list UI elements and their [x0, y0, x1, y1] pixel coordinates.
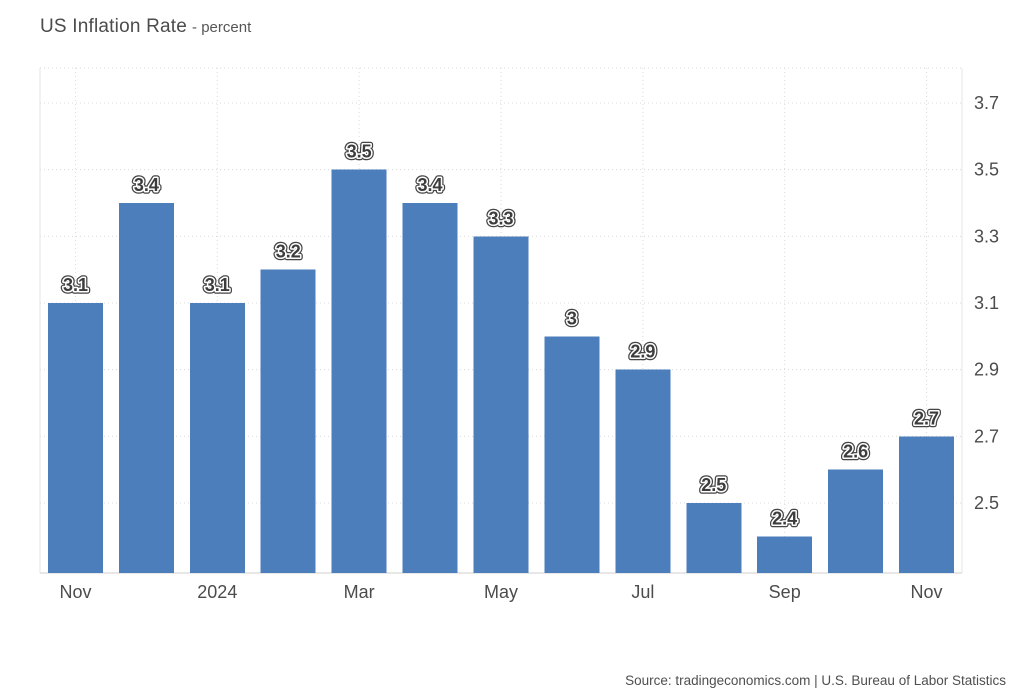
- bar-value-label: 3.4: [418, 175, 443, 195]
- bar-value-label: 2.7: [914, 408, 939, 428]
- bar-value-label: 3.1: [63, 275, 88, 295]
- y-tick-label: 2.5: [974, 493, 999, 513]
- chart-title-main: US Inflation Rate: [40, 16, 188, 37]
- y-tick-label: 3.7: [974, 93, 999, 113]
- x-tick-label: May: [484, 582, 518, 602]
- y-tick-label: 3.5: [974, 160, 999, 180]
- bar[interactable]: [686, 503, 742, 573]
- bar-value-label-outline: 2.6: [843, 442, 868, 462]
- source-text: Source: tradingeconomics.com | U.S. Bure…: [625, 673, 1006, 688]
- bar[interactable]: [473, 236, 529, 574]
- bar[interactable]: [828, 469, 884, 573]
- bar-value-label-outline: 2.5: [701, 475, 726, 495]
- bar-value-label-outline: 3.3: [488, 208, 513, 228]
- bar[interactable]: [615, 369, 671, 573]
- bar-value-label: 3.1: [205, 275, 230, 295]
- bar[interactable]: [48, 303, 103, 573]
- y-tick-label: 2.7: [974, 426, 999, 446]
- chart-title-suffix: - percent: [192, 19, 252, 36]
- bar-value-label: 3.2: [276, 242, 301, 262]
- bar[interactable]: [757, 536, 813, 573]
- chart-title: US Inflation Rate - percent: [40, 16, 251, 38]
- bar-value-label: 3.3: [488, 208, 513, 228]
- bar[interactable]: [118, 203, 174, 573]
- bar-value-label-outline: 3.1: [63, 275, 88, 295]
- y-tick-label: 3.1: [974, 293, 999, 313]
- bar-value-label: 2.9: [630, 342, 655, 362]
- bar-value-label-outline: 2.9: [630, 342, 655, 362]
- x-tick-label: Nov: [59, 582, 91, 602]
- bar-value-label: 3.4: [134, 175, 159, 195]
- x-tick-label: Nov: [911, 582, 943, 602]
- bar[interactable]: [260, 269, 316, 573]
- y-tick-label: 3.3: [974, 226, 999, 246]
- bar-value-label-outline: 3.4: [418, 175, 443, 195]
- bar-value-label-outline: 3.5: [347, 142, 372, 162]
- bar[interactable]: [544, 336, 600, 573]
- bar-value-label-outline: 2.7: [914, 408, 939, 428]
- bar-value-label-outline: 3: [567, 308, 577, 328]
- bar-value-label: 2.4: [772, 508, 797, 528]
- x-tick-label: Sep: [769, 582, 801, 602]
- x-tick-label: Mar: [344, 582, 375, 602]
- bar[interactable]: [331, 169, 387, 573]
- bar[interactable]: [402, 203, 458, 573]
- bar-value-label-outline: 3.2: [276, 242, 301, 262]
- bar[interactable]: [189, 303, 245, 573]
- y-tick-label: 2.9: [974, 360, 999, 380]
- bar-value-label: 3: [567, 308, 577, 328]
- bar-value-label-outline: 3.4: [134, 175, 159, 195]
- bar[interactable]: [899, 436, 955, 573]
- bar-value-label-outline: 2.4: [772, 508, 797, 528]
- bar-value-label: 2.5: [701, 475, 726, 495]
- bar-value-label: 3.5: [347, 142, 372, 162]
- x-tick-label: 2024: [197, 582, 237, 602]
- bar-value-label: 2.6: [843, 442, 868, 462]
- x-tick-label: Jul: [631, 582, 654, 602]
- bar-value-label-outline: 3.1: [205, 275, 230, 295]
